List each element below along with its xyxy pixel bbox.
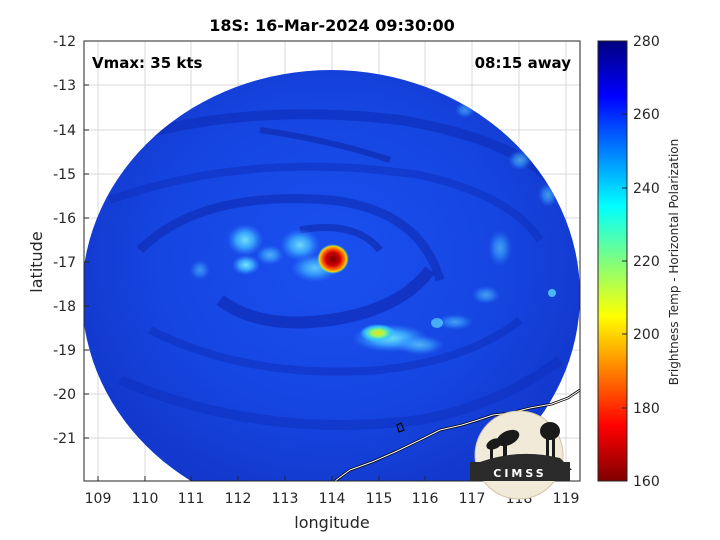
cimss-logo: CIMSS [470,410,572,500]
colorbar-label: Brightness Temp - Horizontal Polarizatio… [667,139,681,386]
y-tick-labels: -12 -13 -14 -15 -16 -17 -18 -19 -20 -21 [53,34,76,447]
storm-center [317,244,349,274]
colorbar-tick-label: 260 [633,107,660,123]
x-tick-label: 119 [553,491,580,507]
y-tick-label: -20 [53,387,76,403]
colorbar-tick-label: 160 [633,474,660,490]
x-tick-label: 109 [85,491,112,507]
x-tick-label: 112 [225,491,252,507]
y-tick-label: -16 [53,211,76,227]
x-tick-label: 111 [178,491,205,507]
x-tick-label: 116 [412,491,439,507]
y-tick-label: -13 [53,78,76,94]
y-tick-label: -14 [53,123,76,139]
y-tick-label: -18 [53,299,76,315]
time-away-annotation: 08:15 away [475,54,572,72]
y-tick-label: -12 [53,34,76,50]
chart-title: 18S: 16-Mar-2024 09:30:00 [209,16,455,35]
colorbar-tick-label: 240 [633,181,660,197]
x-tick-label: 115 [366,491,393,507]
x-tick-label: 113 [272,491,299,507]
y-axis-label: latitude [27,231,46,292]
tb-swath [84,70,580,481]
x-tick-label: 117 [459,491,486,507]
colorbar-tick-label: 180 [633,401,660,417]
x-axis-label: longitude [294,513,369,532]
y-tick-label: -15 [53,167,76,183]
vmax-annotation: Vmax: 35 kts [92,54,202,72]
y-tick-label: -21 [53,431,76,447]
colorbar-tick-label: 200 [633,327,660,343]
colorbar-tick-label: 280 [633,34,660,50]
y-tick-label: -19 [53,343,76,359]
x-tick-label: 114 [319,491,346,507]
y-tick-label: -17 [53,255,76,271]
x-tick-label: 110 [132,491,159,507]
colorbar: 280 260 240 220 200 180 160 Brightness T… [597,34,681,490]
logo-text: CIMSS [493,467,546,480]
colorbar-tick-label: 220 [633,254,660,270]
